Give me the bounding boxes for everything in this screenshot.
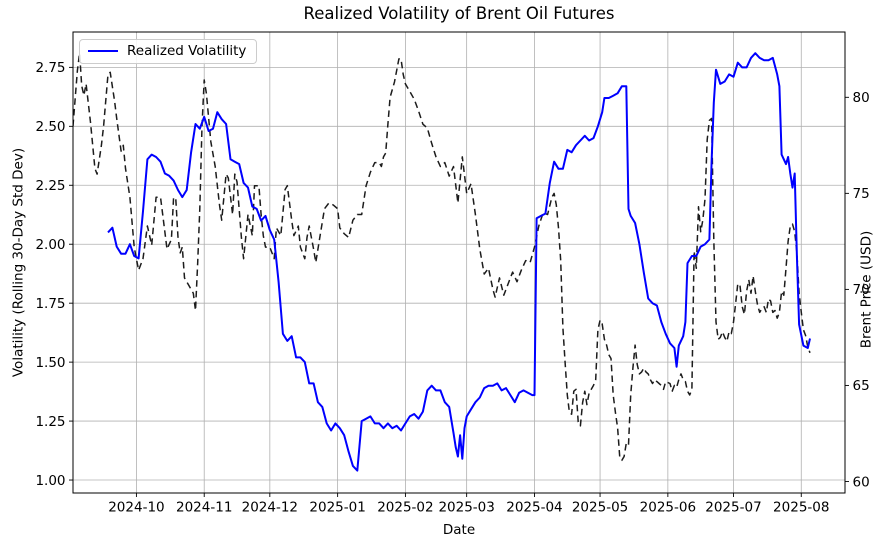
y-right-tick-label: 75 xyxy=(853,186,870,202)
series-brent-price-usd xyxy=(73,52,811,462)
y-left-tick-label: 1.00 xyxy=(35,473,65,489)
legend: Realized Volatility xyxy=(79,39,258,64)
y-left-tick-label: 2.50 xyxy=(35,119,65,135)
x-tick-label: 2025-02 xyxy=(377,500,433,516)
x-tick-label: 2025-06 xyxy=(640,500,696,516)
x-tick-label: 2024-10 xyxy=(108,500,164,516)
y-right-tick-label: 80 xyxy=(853,90,870,106)
x-tick-label: 2025-07 xyxy=(705,500,761,516)
series-group xyxy=(73,52,811,472)
legend-label: Realized Volatility xyxy=(127,43,247,59)
y-left-tick-label: 1.50 xyxy=(35,355,65,371)
x-tick-label: 2024-12 xyxy=(242,500,298,516)
y-right-tick-label: 65 xyxy=(853,378,870,394)
y-left-tick-label: 2.75 xyxy=(35,60,65,76)
y-left-tick-label: 2.25 xyxy=(35,178,65,194)
plot-border xyxy=(72,31,846,494)
y-right-tick-label: 70 xyxy=(853,282,870,298)
legend-line-sample xyxy=(88,50,118,52)
grid xyxy=(73,32,845,493)
y-left-tick-label: 1.75 xyxy=(35,296,65,312)
x-tick-label: 2025-04 xyxy=(506,500,562,516)
x-tick-label: 2025-05 xyxy=(572,500,628,516)
series-realized-volatility xyxy=(107,52,811,472)
x-axis-label: Date xyxy=(442,522,476,538)
x-tick-label: 2025-01 xyxy=(309,500,365,516)
y-left-tick-label: 2.00 xyxy=(35,237,65,253)
x-tick-label: 2025-08 xyxy=(773,500,829,516)
tick-marks xyxy=(69,66,849,497)
tick-labels: 1.00 1.25 1.50 1.75 2.00 2.25 2.50 2.75 60 65 70 75… xyxy=(35,60,869,515)
chart-title: Realized Volatility of Brent Oil Futures xyxy=(303,4,615,23)
y-axis-right-label: Brent Price (USD) xyxy=(858,230,875,349)
y-axis-left-label: Volatility (Rolling 30-Day Std Dev) xyxy=(10,147,27,378)
x-tick-label: 2024-11 xyxy=(176,500,232,516)
x-tick-label: 2025-03 xyxy=(438,500,494,516)
y-right-tick-label: 60 xyxy=(853,474,870,490)
y-left-tick-label: 1.25 xyxy=(35,414,65,430)
